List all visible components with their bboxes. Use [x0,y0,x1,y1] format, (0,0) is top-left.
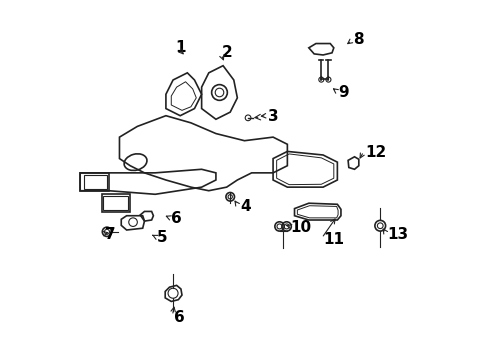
Text: 11: 11 [323,232,344,247]
Text: 6: 6 [173,310,184,325]
Text: 4: 4 [240,199,250,213]
Text: 8: 8 [352,32,363,47]
Text: 1: 1 [175,40,185,55]
Text: 9: 9 [337,85,348,100]
Text: 5: 5 [157,230,167,245]
Text: 7: 7 [105,227,116,242]
Text: 10: 10 [290,220,311,235]
Text: 2: 2 [222,45,232,60]
Text: 12: 12 [365,145,386,159]
Text: 3: 3 [268,109,279,124]
Text: 6: 6 [171,211,182,226]
Text: 13: 13 [386,227,407,242]
